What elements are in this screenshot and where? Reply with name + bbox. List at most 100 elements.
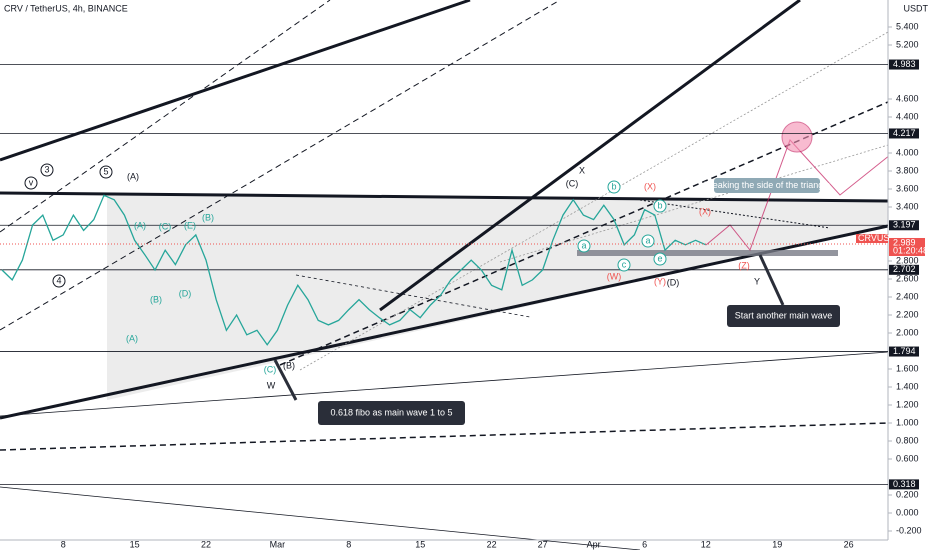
wave-label: (E)	[184, 220, 196, 230]
wave-label: e	[657, 253, 662, 263]
x-tick-label: 15	[130, 539, 140, 549]
y-tick-label: 2.400	[896, 291, 919, 301]
level-label: 0.318	[893, 479, 916, 489]
callout-text: 0.618 fibo as main wave 1 to 5	[330, 407, 452, 417]
y-tick-label: 1.600	[896, 363, 919, 373]
wave-label: (A)	[127, 171, 139, 181]
y-tick-label: 0.800	[896, 435, 919, 445]
wave-label: 3	[44, 164, 49, 174]
y-tick-label: 4.000	[896, 147, 919, 157]
x-tick-label: 15	[415, 539, 425, 549]
last-price-name: CRVUSDT	[858, 233, 902, 243]
y-tick-label: 2.800	[896, 255, 919, 265]
level-tag	[889, 220, 919, 231]
y-tick-label: 0.000	[896, 507, 919, 517]
wave-label: 4	[56, 275, 61, 285]
x-tick-label: 8	[346, 539, 351, 549]
projection-path	[705, 139, 891, 252]
wave-marker	[24, 176, 38, 190]
wave-marker	[577, 239, 591, 253]
trend-line	[0, 422, 889, 451]
y-tick-label: -0.200	[896, 525, 922, 535]
wave-label: (A)	[134, 220, 146, 230]
y-tick-label: 3.800	[896, 165, 919, 175]
x-tick-label: 8	[61, 539, 66, 549]
wave-marker	[617, 258, 631, 272]
wave-label: X	[579, 165, 585, 175]
trend-line	[379, 0, 801, 312]
wave-label: (Y)	[654, 276, 666, 286]
wave-marker	[653, 199, 667, 213]
price-line	[1, 194, 707, 346]
x-tick-label: Apr	[587, 539, 601, 549]
wave-label: W	[267, 380, 276, 390]
y-tick-label: 1.400	[896, 381, 919, 391]
wave-label: (C)	[159, 221, 172, 231]
y-tick-label: 1.000	[896, 417, 919, 427]
callout-pointer	[273, 359, 298, 401]
x-tick-label: 22	[201, 539, 211, 549]
wave-label: (X)	[699, 206, 711, 216]
last-price-label: 2.989	[893, 237, 916, 247]
wave-label: (W)	[607, 271, 622, 281]
y-tick-label: 2.000	[896, 327, 919, 337]
wave-label: (B)	[283, 360, 295, 370]
wave-label: c	[622, 259, 627, 269]
y-tick-label: 4.400	[896, 111, 919, 121]
y-tick-label: 1.200	[896, 399, 919, 409]
callout-box	[318, 401, 465, 425]
x-tick-label: 19	[772, 539, 782, 549]
wave-marker	[52, 274, 66, 288]
wave-label: Y	[754, 276, 760, 286]
wave-label: (B)	[150, 294, 162, 304]
trend-line	[295, 274, 531, 318]
wave-label: (Z)	[738, 260, 750, 270]
x-tick-label: 22	[487, 539, 497, 549]
level-label: 4.217	[893, 128, 916, 138]
trend-line	[0, 0, 561, 331]
wave-label: (X)	[644, 181, 656, 191]
callout-text: Start another main wave	[735, 310, 833, 320]
wave-marker	[99, 165, 113, 179]
wave-marker	[641, 234, 655, 248]
trend-line	[499, 144, 889, 263]
level-label: 2.702	[893, 264, 916, 274]
wave-label: b	[611, 181, 616, 191]
callout-text: Breaking the side of the triangle	[704, 180, 831, 190]
countdown: 01:20:48	[893, 245, 928, 255]
callout-pointer	[758, 254, 785, 306]
currency-label: USDT	[904, 3, 929, 13]
x-tick-label: 12	[701, 539, 711, 549]
callout-box	[727, 305, 840, 327]
y-tick-label: 2.200	[896, 309, 919, 319]
y-tick-label: 5.400	[896, 21, 919, 31]
x-tick-label: 6	[642, 539, 647, 549]
trend-line	[0, 351, 889, 417]
chart-title: CRV / TetherUS, 4h, BINANCE	[4, 3, 128, 13]
wave-label: (C)	[566, 178, 579, 188]
triangle-zone	[107, 195, 888, 400]
wave-label: (D)	[179, 288, 192, 298]
x-tick-label: 27	[538, 539, 548, 549]
wave-label: a	[581, 240, 586, 250]
wave-marker	[607, 180, 621, 194]
trend-line	[0, 191, 889, 203]
wave-label: a	[645, 235, 650, 245]
x-tick-label: Mar	[270, 539, 286, 549]
wave-label: 5	[103, 166, 108, 176]
level-label: 3.197	[893, 220, 916, 230]
wave-label: b	[657, 200, 662, 210]
y-tick-label: 2.600	[896, 273, 919, 283]
trend-line	[0, 224, 889, 420]
level-label: 4.983	[893, 59, 916, 69]
wave-marker	[40, 163, 54, 177]
level-tag	[889, 346, 919, 357]
y-tick-label: 3.600	[896, 183, 919, 193]
wave-label: (B)	[202, 212, 214, 222]
callout-box	[714, 178, 820, 193]
x-tick-label: 26	[844, 539, 854, 549]
trend-line	[299, 31, 889, 371]
target-circle	[781, 121, 813, 153]
trend-line	[639, 199, 831, 229]
